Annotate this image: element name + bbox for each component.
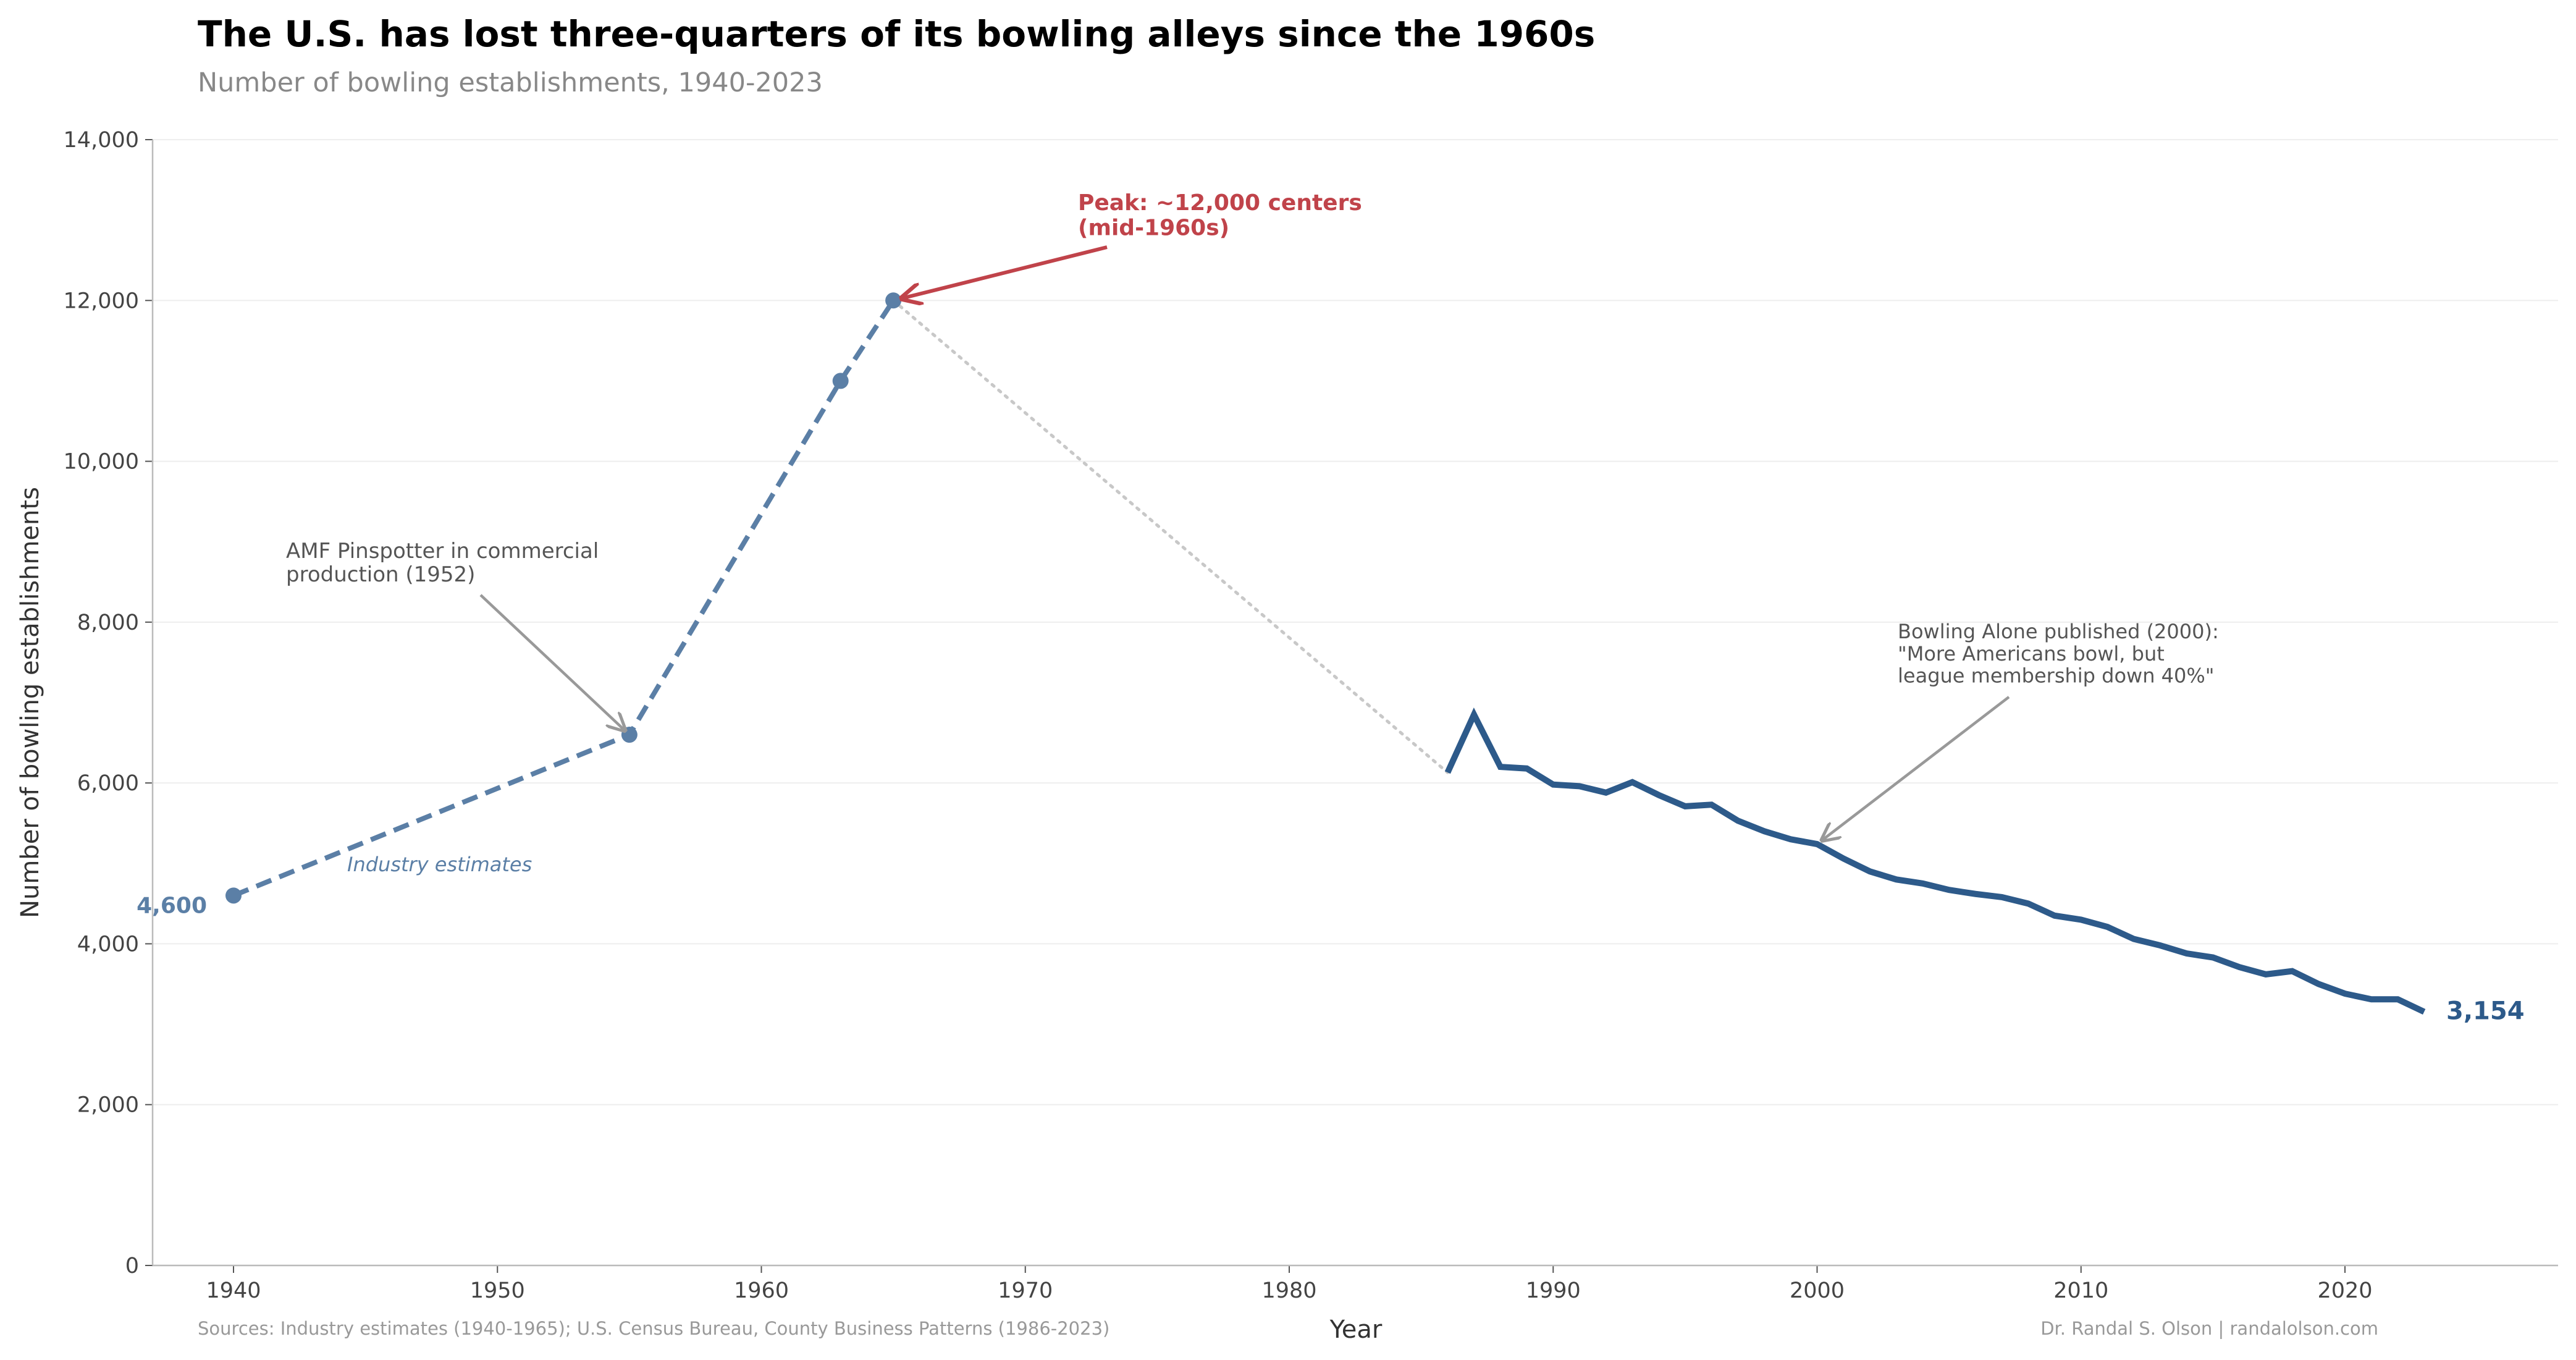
x-tick-label: 1970 [998,1278,1053,1303]
y-tick-label: 14,000 [64,128,139,153]
x-tick-label: 2020 [2317,1278,2372,1303]
y-tick-label: 0 [125,1254,139,1278]
y-tick-label: 10,000 [64,450,139,475]
y-tick-label: 4,000 [77,932,139,957]
end-value-label: 3,154 [2446,997,2525,1026]
annotation-bowling-alone-text: Bowling Alone published (2000): [1898,620,2219,643]
x-tick-label: 1950 [470,1278,525,1303]
x-tick-label: 1980 [1261,1278,1316,1303]
estimate-point [225,887,242,904]
estimates-line [232,299,896,898]
annotation-bowling-alone-text: "More Americans bowl, but [1898,642,2165,665]
annotation-amf-text: AMF Pinspotter in commercial [286,539,599,564]
annotation-bowling-alone-text: league membership down 40%" [1898,664,2215,688]
y-tick-label: 2,000 [77,1093,139,1118]
y-tick-label: 12,000 [64,289,139,313]
y-tick-label: 8,000 [77,610,139,635]
estimate-point [885,292,902,309]
census-line [1444,707,2426,1015]
chart-subtitle: Number of bowling establishments, 1940-2… [198,67,823,98]
x-tick-label: 2000 [1790,1278,1845,1303]
x-tick-label: 1990 [1526,1278,1581,1303]
chart-title: The U.S. has lost three-quarters of its … [198,13,1595,55]
annotation-peak-text: (mid-1960s) [1078,215,1229,240]
annotation-peak-arrow [902,245,1108,298]
x-tick-label: 1960 [734,1278,789,1303]
annotation-bowling-alone-arrow [1822,696,2010,840]
y-axis-label: Number of bowling establishments [16,487,44,918]
sources-note: Sources: Industry estimates (1940-1965);… [198,1318,1109,1339]
gap-connector-line [891,298,1449,774]
annotation-peak-text: Peak: ~12,000 centers [1078,190,1362,216]
x-axis-label: Year [1329,1316,1383,1344]
series-label-estimates: Industry estimates [347,853,532,876]
credit-note: Dr. Randal S. Olson | randalolson.com [2040,1318,2378,1339]
x-tick-label: 1940 [206,1278,261,1303]
x-tick-label: 2010 [2053,1278,2108,1303]
annotation-amf-arrow [479,594,625,730]
estimate-point [832,373,849,389]
start-value-label: 4,600 [137,893,207,918]
y-tick-label: 6,000 [77,771,139,796]
annotation-amf-text: production (1952) [286,562,475,587]
